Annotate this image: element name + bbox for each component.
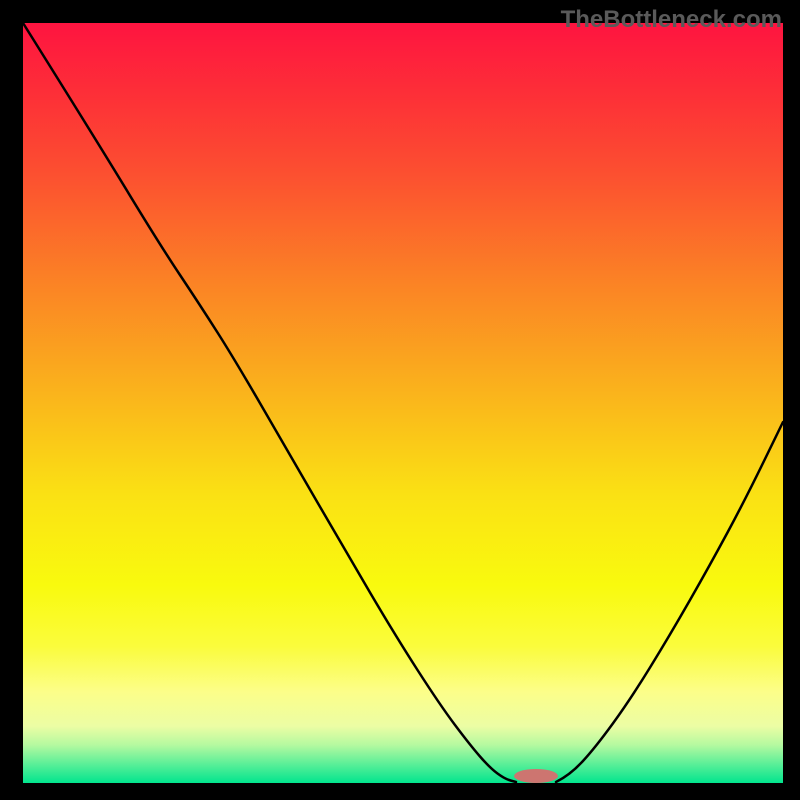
- border-right: [783, 0, 800, 800]
- optimal-marker: [514, 769, 558, 783]
- plot-area: [23, 23, 783, 783]
- border-bottom: [0, 783, 800, 800]
- bottleneck-chart: [0, 0, 800, 800]
- watermark-text: TheBottleneck.com: [561, 6, 782, 34]
- border-left: [0, 0, 23, 800]
- chart-container: TheBottleneck.com: [0, 0, 800, 800]
